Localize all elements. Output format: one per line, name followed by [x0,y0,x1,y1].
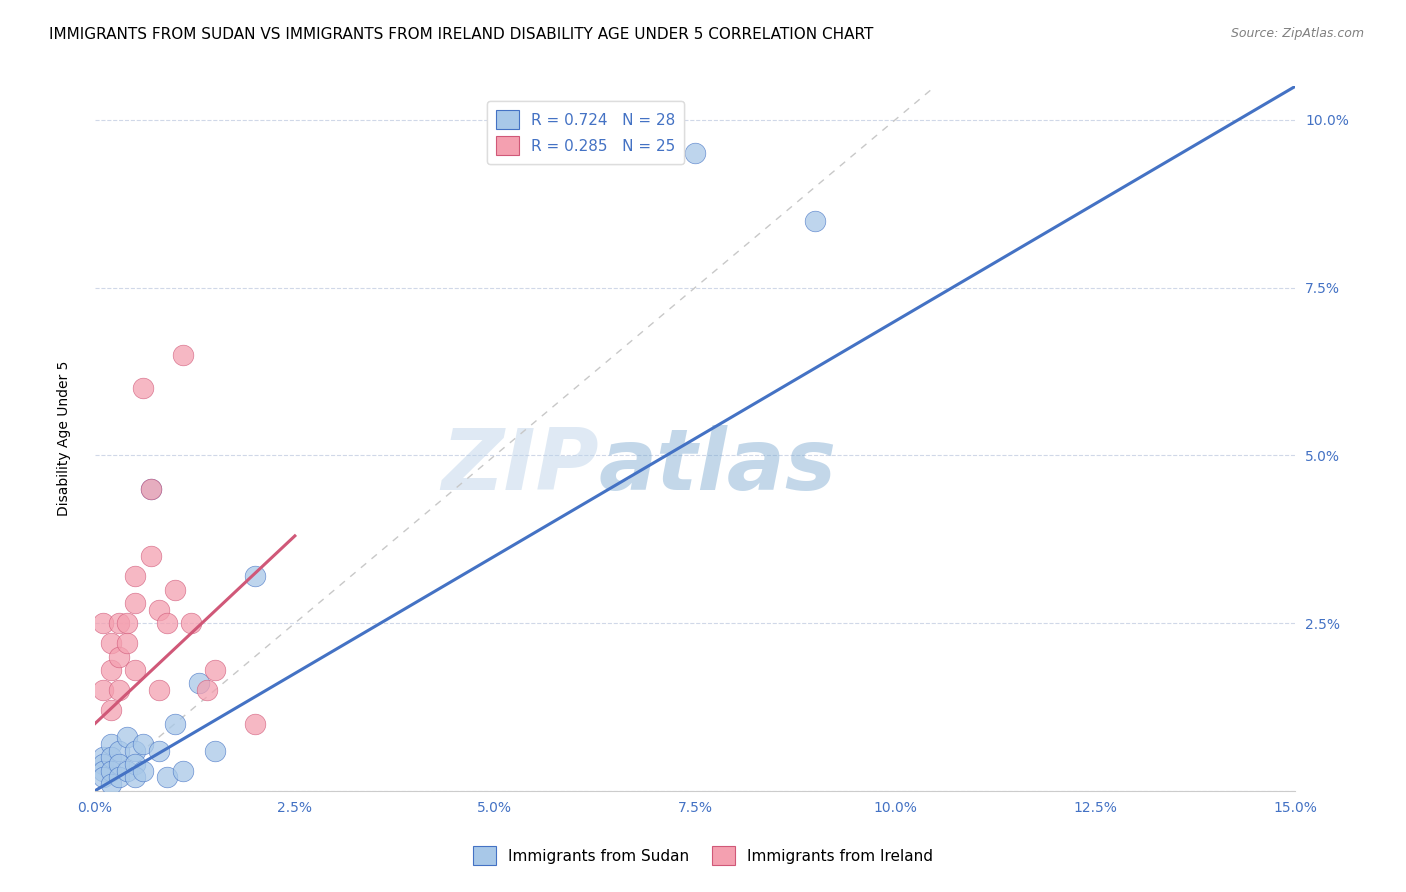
Point [100,764,122,778]
Point [132,764,155,778]
Legend: Immigrants from Sudan, Immigrants from Ireland: Immigrants from Sudan, Immigrants from I… [467,840,939,871]
Point [124,757,146,772]
Point [156,771,179,785]
Point [132,381,155,395]
Point [156,616,179,631]
Point [243,716,266,731]
Point [100,703,122,717]
Point [172,764,194,778]
Point [124,569,146,583]
Point [115,764,138,778]
Point [107,757,129,772]
Point [139,549,162,563]
Point [91,616,114,631]
Legend: R = 0.724   N = 28, R = 0.285   N = 25: R = 0.724 N = 28, R = 0.285 N = 25 [486,101,685,164]
Point [124,743,146,757]
Text: ZIP: ZIP [441,425,599,508]
Point [107,616,129,631]
Point [683,146,706,161]
Point [91,757,114,772]
Point [172,348,194,362]
Point [107,743,129,757]
Point [187,676,209,690]
Point [115,730,138,744]
Point [91,771,114,785]
Point [148,743,170,757]
Point [115,616,138,631]
Point [100,663,122,677]
Point [148,683,170,698]
Point [124,663,146,677]
Point [204,663,226,677]
Point [139,482,162,496]
Point [163,716,186,731]
Point [163,582,186,597]
Point [804,213,827,227]
Point [243,569,266,583]
Text: Source: ZipAtlas.com: Source: ZipAtlas.com [1230,27,1364,40]
Point [100,636,122,650]
Point [148,603,170,617]
Point [204,743,226,757]
Point [107,683,129,698]
Point [139,482,162,496]
Point [100,737,122,751]
Point [107,649,129,664]
Point [100,777,122,791]
Point [124,596,146,610]
Point [100,750,122,764]
Point [195,683,218,698]
Point [91,683,114,698]
Point [107,771,129,785]
Point [180,616,202,631]
Text: IMMIGRANTS FROM SUDAN VS IMMIGRANTS FROM IRELAND DISABILITY AGE UNDER 5 CORRELAT: IMMIGRANTS FROM SUDAN VS IMMIGRANTS FROM… [49,27,873,42]
Point [91,764,114,778]
Point [132,737,155,751]
Point [91,750,114,764]
Y-axis label: Disability Age Under 5: Disability Age Under 5 [58,361,72,516]
Text: atlas: atlas [599,425,837,508]
Point [115,636,138,650]
Point [124,771,146,785]
